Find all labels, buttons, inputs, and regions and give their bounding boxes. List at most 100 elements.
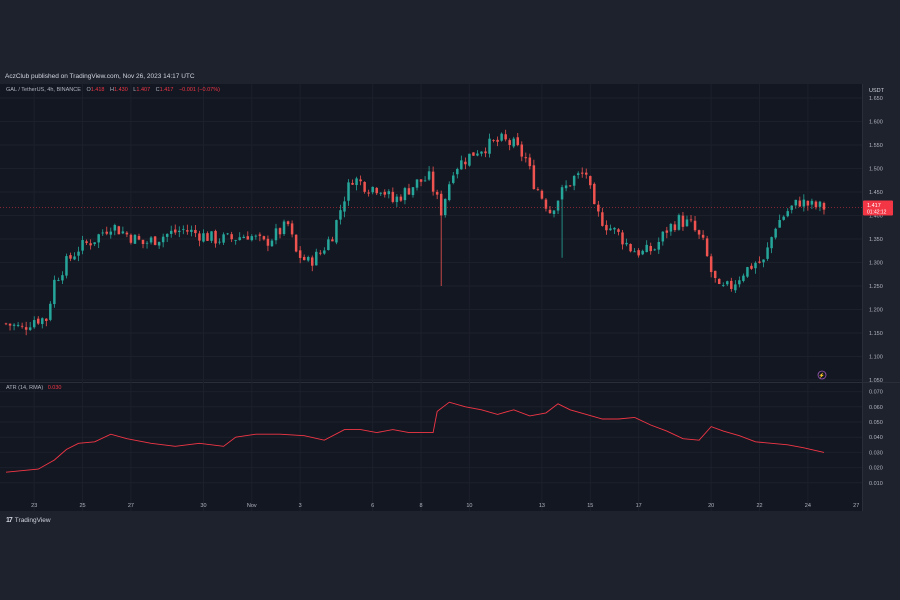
candle-body <box>274 228 278 241</box>
candle-body <box>689 219 693 221</box>
candle-body <box>8 323 12 326</box>
candle-body <box>802 199 806 207</box>
candle-body <box>149 237 153 243</box>
candle-body <box>186 230 189 232</box>
low-value: 1.407 <box>136 87 151 93</box>
candle-body <box>460 160 463 170</box>
open-label: O <box>86 87 91 93</box>
candle-body <box>121 231 125 234</box>
high-label: H <box>110 87 114 93</box>
close-value: 1.417 <box>159 87 174 93</box>
price-tick-label: 1.150 <box>869 331 883 337</box>
candle-body <box>165 233 169 237</box>
candle-body <box>649 245 652 252</box>
price-tick-label: 1.250 <box>869 284 883 290</box>
candle-body <box>742 275 745 281</box>
candle-body <box>589 176 592 186</box>
candle-body <box>306 257 310 261</box>
date-tick-label: 24 <box>805 503 811 509</box>
candle-body <box>69 255 72 259</box>
atr-tick-label: 0.050 <box>869 420 883 426</box>
candle-body <box>443 198 447 216</box>
candle-body <box>794 199 798 206</box>
candle-body <box>242 236 245 239</box>
candle-body <box>174 229 177 233</box>
atr-tick-label: 0.020 <box>869 466 883 472</box>
candle-body <box>4 323 8 325</box>
candle-body <box>633 251 636 253</box>
symbol-legend: GAL / TetherUS, 4h, BINANCE O1.418 H1.43… <box>6 87 220 93</box>
candle-body <box>665 230 669 233</box>
candle-body <box>605 224 608 231</box>
candle-body <box>137 236 141 240</box>
date-tick-label: 22 <box>756 503 762 509</box>
candle-body <box>218 241 221 243</box>
candle-body <box>621 232 624 245</box>
candle-body <box>520 144 524 157</box>
candle-body <box>673 224 677 231</box>
candle-body <box>508 140 511 146</box>
candle-body <box>28 327 32 330</box>
candle-body <box>294 234 298 252</box>
price-tick-label: 1.050 <box>869 378 883 384</box>
candle-body <box>339 210 342 220</box>
candle-body <box>387 191 391 195</box>
price-tick-label: 1.450 <box>869 190 883 196</box>
candle-body <box>411 187 415 196</box>
candle-body <box>331 239 334 242</box>
candle-body <box>89 243 92 246</box>
candle-body <box>238 237 241 241</box>
candle-body <box>516 137 519 146</box>
candle-body <box>290 223 294 235</box>
candle-body <box>169 230 173 234</box>
date-tick-label: 13 <box>539 503 545 509</box>
tradingview-logo[interactable]: 17 TradingView <box>6 517 51 524</box>
date-tick-label: 23 <box>31 503 37 509</box>
candle-body <box>319 252 322 254</box>
price-tick-label: 1.500 <box>869 167 883 173</box>
candle-body <box>536 189 540 191</box>
candle-body <box>697 230 701 235</box>
tradingview-logo-icon: 17 <box>6 517 13 524</box>
candle-body <box>705 238 709 257</box>
date-tick-label: 25 <box>80 503 86 509</box>
candle-body <box>105 231 108 234</box>
candle-body <box>790 205 793 210</box>
candle-body <box>439 193 443 216</box>
date-tick-label: 17 <box>636 503 642 509</box>
candle-body <box>456 169 459 175</box>
candle-body <box>383 191 387 195</box>
date-tick-label: 6 <box>371 503 374 509</box>
candle-body <box>693 220 697 231</box>
candle-body <box>41 318 44 325</box>
atr-tick-label: 0.040 <box>869 435 883 441</box>
candle-body <box>532 165 536 190</box>
price-tick-label: 1.600 <box>869 120 883 126</box>
date-tick-label: 27 <box>128 503 134 509</box>
candle-body <box>609 228 612 231</box>
candle-body <box>556 200 560 211</box>
candle-body <box>528 157 532 167</box>
candle-body <box>677 215 681 230</box>
date-tick-label: 3 <box>299 503 302 509</box>
candle-body <box>335 220 338 243</box>
candle-body <box>726 281 729 285</box>
atr-value: 0.030 <box>47 385 62 391</box>
price-tick-label: 1.550 <box>869 143 883 149</box>
candle-body <box>552 210 556 215</box>
candle-body <box>190 229 193 232</box>
candle-body <box>585 172 588 175</box>
candle-body <box>496 139 499 142</box>
candle-body <box>278 228 282 235</box>
candle-body <box>234 240 237 242</box>
candle-body <box>448 184 451 201</box>
candle-body <box>427 171 431 180</box>
candle-body <box>222 234 225 243</box>
candle-body <box>504 134 507 140</box>
candle-body <box>617 229 620 232</box>
candle-body <box>129 234 133 243</box>
price-tick-label: 1.300 <box>869 261 883 267</box>
candle-body <box>395 196 399 203</box>
candle-body <box>343 201 346 212</box>
